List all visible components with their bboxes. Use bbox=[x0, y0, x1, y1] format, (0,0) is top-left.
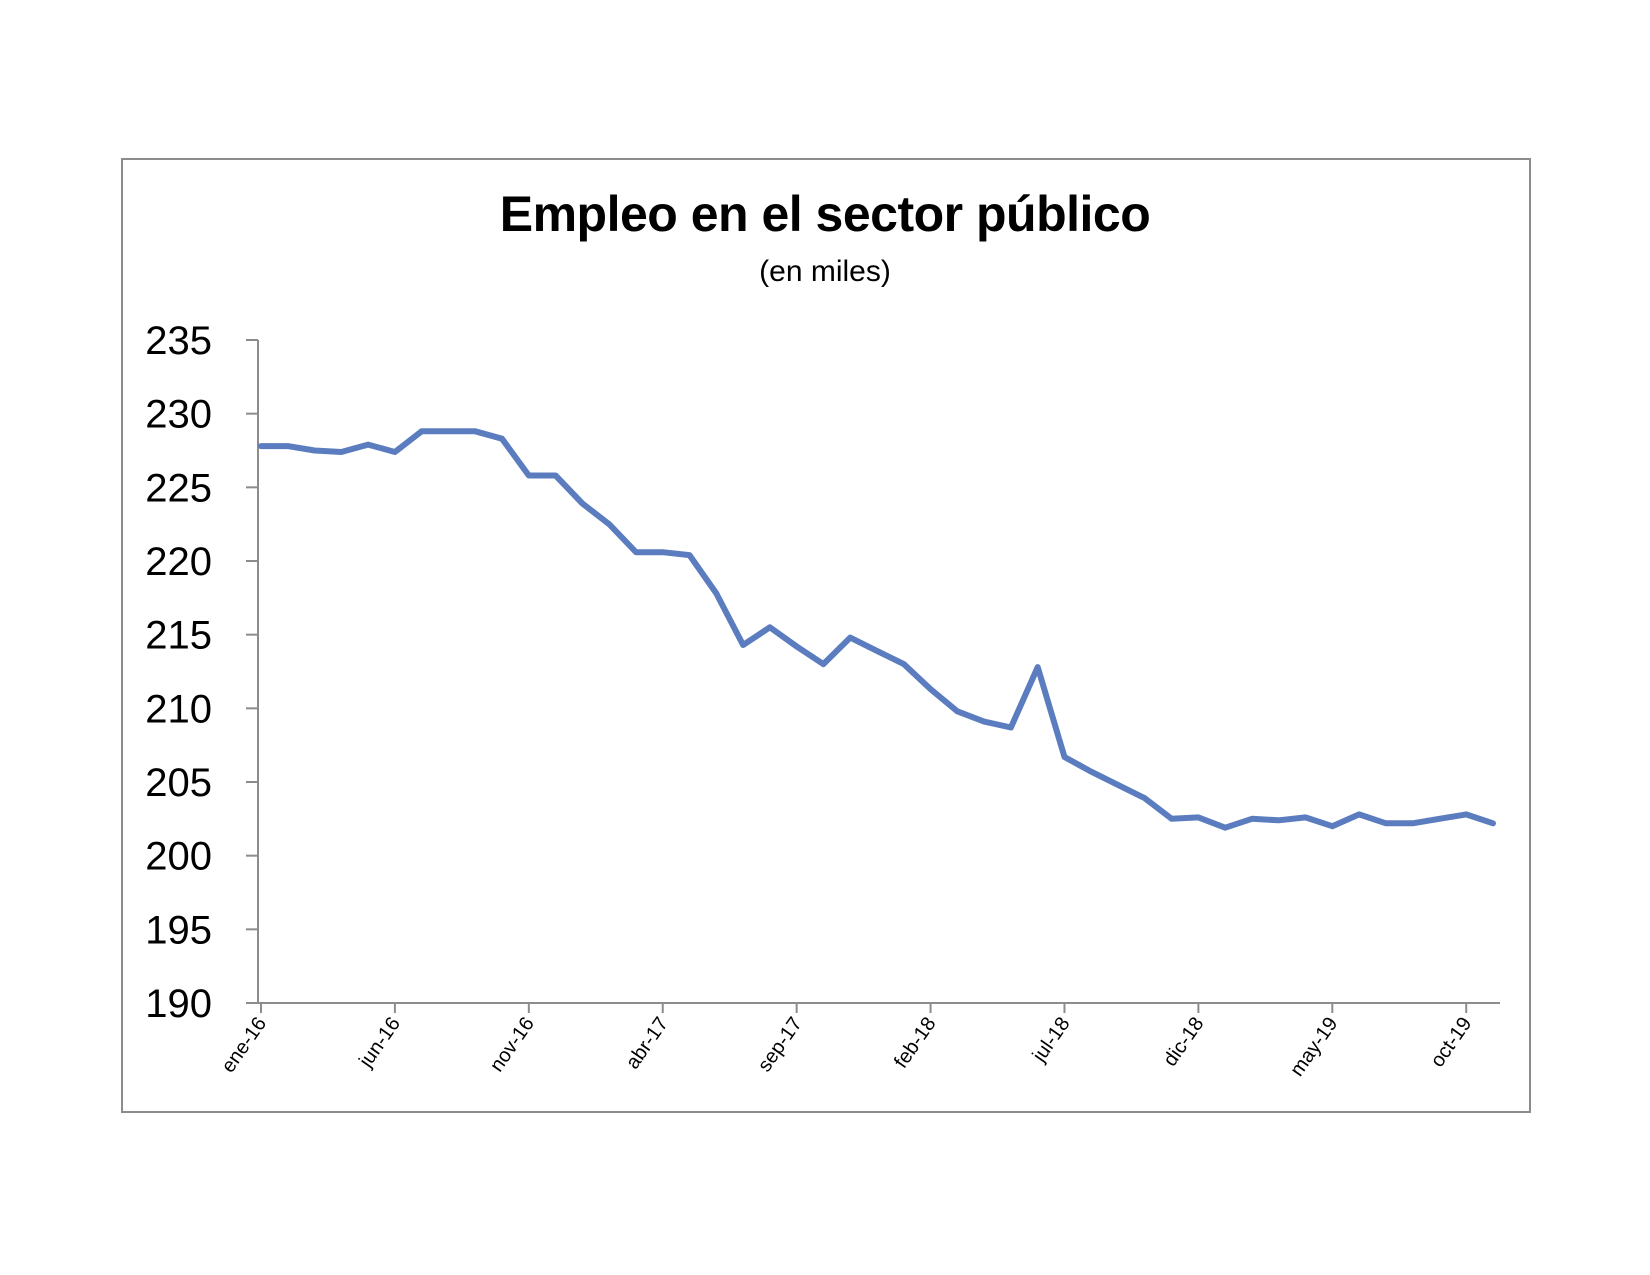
data-point bbox=[1198, 817, 1199, 818]
data-point bbox=[1493, 823, 1494, 824]
data-point bbox=[635, 552, 636, 553]
data-point bbox=[1278, 820, 1279, 821]
data-point bbox=[448, 431, 449, 432]
data-point bbox=[1332, 826, 1333, 827]
x-tick-label: nov-16 bbox=[486, 1013, 539, 1076]
data-point bbox=[743, 644, 744, 645]
data-point bbox=[502, 438, 503, 439]
data-point bbox=[1010, 727, 1011, 728]
data-point bbox=[984, 721, 985, 722]
data-point bbox=[823, 664, 824, 665]
data-point bbox=[662, 552, 663, 553]
x-tick-label: jun-16 bbox=[355, 1013, 405, 1072]
x-tick-label: jul-18 bbox=[1028, 1013, 1075, 1067]
data-point bbox=[1251, 818, 1252, 819]
chart-subtitle: (en miles) bbox=[759, 255, 891, 288]
data-point bbox=[287, 446, 288, 447]
chart-title: Empleo en el sector público bbox=[499, 186, 1151, 242]
data-point bbox=[582, 503, 583, 504]
data-point bbox=[796, 646, 797, 647]
y-tick-label: 195 bbox=[145, 908, 212, 952]
data-point bbox=[555, 475, 556, 476]
data-point bbox=[1412, 823, 1413, 824]
data-point bbox=[394, 451, 395, 452]
y-axis-ticks: 190 195 200 205 210 215 220 225 230 235 bbox=[145, 319, 258, 1026]
data-point bbox=[421, 431, 422, 432]
series-line bbox=[258, 428, 1496, 831]
y-tick-label: 215 bbox=[145, 614, 212, 658]
data-point bbox=[1037, 667, 1038, 668]
data-point bbox=[475, 431, 476, 432]
y-tick-label: 210 bbox=[145, 687, 212, 731]
data-point bbox=[903, 664, 904, 665]
data-point bbox=[1359, 814, 1360, 815]
data-point bbox=[341, 451, 342, 452]
chart-frame bbox=[121, 158, 1531, 1113]
data-point bbox=[850, 637, 851, 638]
y-tick-label: 200 bbox=[145, 835, 212, 879]
x-tick-label: ene-16 bbox=[217, 1013, 271, 1077]
x-tick-label: feb-18 bbox=[890, 1013, 941, 1072]
data-point bbox=[1144, 798, 1145, 799]
data-point bbox=[528, 475, 529, 476]
x-tick-label: may-19 bbox=[1286, 1013, 1342, 1080]
data-point bbox=[1118, 784, 1119, 785]
data-point bbox=[877, 650, 878, 651]
x-tick-label: sep-17 bbox=[754, 1013, 807, 1076]
y-tick-label: 225 bbox=[145, 466, 212, 510]
data-point bbox=[769, 627, 770, 628]
data-point bbox=[1064, 756, 1065, 757]
data-point bbox=[609, 524, 610, 525]
data-point bbox=[1385, 823, 1386, 824]
data-point bbox=[1439, 818, 1440, 819]
x-axis-ticks: ene-16 jun-16 nov-16 abr-17 sep-17 feb-18 jul-… bbox=[217, 1003, 1476, 1081]
data-point bbox=[314, 450, 315, 451]
series-group bbox=[258, 428, 1496, 831]
data-point bbox=[930, 689, 931, 690]
x-tick-label: abr-17 bbox=[622, 1013, 673, 1073]
axes bbox=[257, 340, 1500, 1004]
data-point bbox=[1171, 818, 1172, 819]
data-point bbox=[1305, 817, 1306, 818]
y-tick-label: 235 bbox=[145, 319, 212, 363]
data-point bbox=[689, 555, 690, 556]
x-tick-label: oct-19 bbox=[1426, 1013, 1476, 1071]
y-tick-label: 190 bbox=[145, 982, 212, 1026]
data-point bbox=[368, 444, 369, 445]
data-point bbox=[1091, 771, 1092, 772]
x-tick-label: dic-18 bbox=[1159, 1013, 1208, 1070]
data-point bbox=[261, 446, 262, 447]
data-point bbox=[1466, 814, 1467, 815]
data-point bbox=[957, 711, 958, 712]
data-point bbox=[716, 593, 717, 594]
y-tick-label: 230 bbox=[145, 393, 212, 437]
y-tick-label: 220 bbox=[145, 540, 212, 584]
data-point bbox=[1225, 827, 1226, 828]
y-tick-label: 205 bbox=[145, 761, 212, 805]
